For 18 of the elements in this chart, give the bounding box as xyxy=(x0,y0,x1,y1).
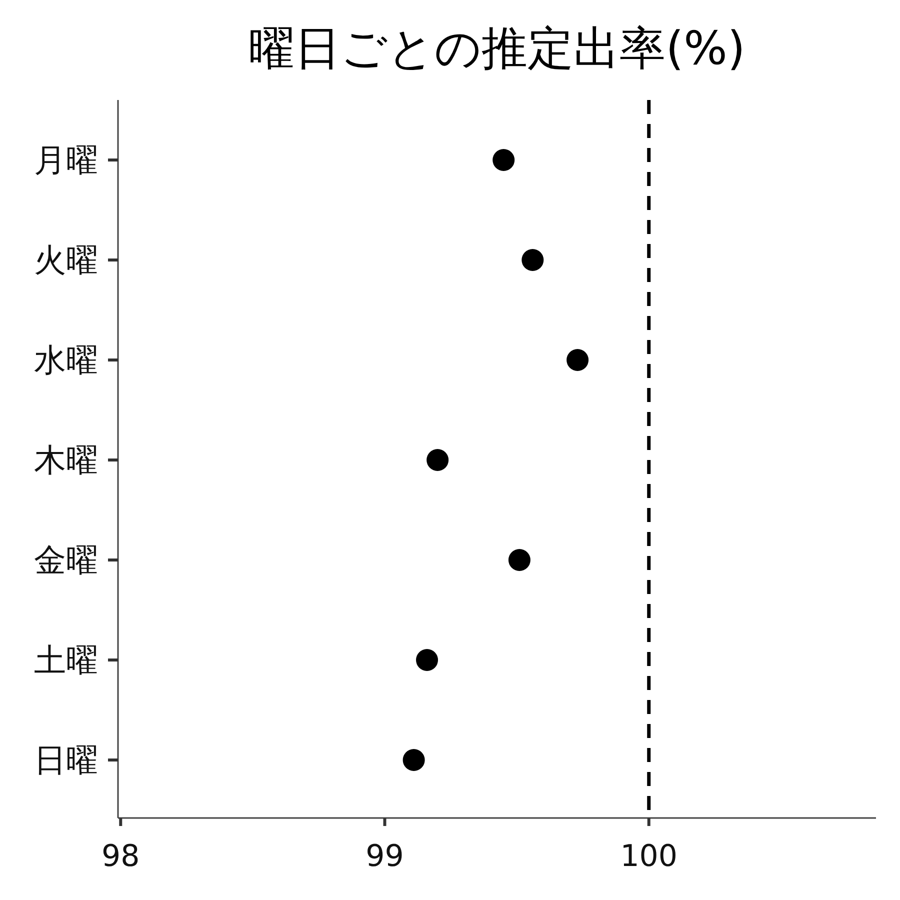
y-tick-label: 金曜 xyxy=(34,541,98,579)
x-tick-label: 100 xyxy=(620,839,678,874)
x-tick-label: 99 xyxy=(366,839,404,874)
point xyxy=(566,349,589,371)
x-tick-label: 98 xyxy=(102,839,140,874)
y-tick-label: 木曜 xyxy=(34,441,98,479)
y-tick-label: 日曜 xyxy=(34,741,98,779)
point xyxy=(426,449,449,471)
y-tick-label: 土曜 xyxy=(34,641,98,679)
point xyxy=(508,549,530,571)
point xyxy=(522,249,544,271)
point xyxy=(416,649,438,671)
y-tick-label: 火曜 xyxy=(34,241,98,279)
chart-title: 曜日ごとの推定出率(%) xyxy=(248,21,746,75)
point xyxy=(402,749,425,771)
y-tick-label: 水曜 xyxy=(34,341,98,379)
y-tick-label: 月曜 xyxy=(34,141,98,179)
point xyxy=(492,149,515,171)
